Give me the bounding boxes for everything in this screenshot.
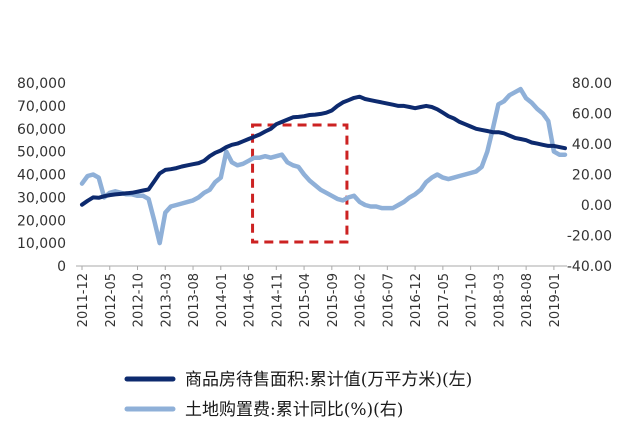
right-tick-label: -20.00 [567, 229, 612, 245]
x-tick-label: 2014-06 [243, 273, 258, 327]
series-lines [79, 86, 568, 246]
right-tick-label: 60.00 [572, 107, 612, 123]
x-tick-label: 2015-09 [326, 273, 341, 327]
x-tick-label: 2013-08 [187, 273, 202, 327]
left-tick-label: 20,000 [17, 213, 66, 229]
right-tick-label: 20.00 [572, 168, 612, 184]
right-tick-label: 0.00 [581, 198, 612, 214]
x-tick-label: 2016-12 [409, 273, 424, 327]
left-tick-label: 40,000 [17, 168, 66, 184]
x-tick-label: 2017-10 [465, 273, 480, 327]
legend: 商品房待售面积:累计值(万平方米)(左) 土地购置费:累计同比(%)(右) [124, 370, 472, 420]
x-tick-label: 2019-01 [548, 273, 563, 327]
left-tick-label: 30,000 [17, 190, 66, 206]
left-tick-label: 0 [57, 259, 66, 275]
x-tick-label: 2016-07 [381, 273, 396, 327]
x-tick-label: 2014-11 [270, 273, 285, 327]
right-tick-label: 80.00 [572, 76, 612, 92]
left-tick-label: 80,000 [17, 76, 66, 92]
right-tick-label: 40.00 [572, 137, 612, 153]
x-axis: 2011-12 2012-05 2012-10 2013-03 2013-08 2014-… [76, 266, 563, 327]
x-tick-label: 2013-03 [159, 273, 174, 327]
x-tick-label: 2012-10 [132, 273, 147, 327]
legend-label-series-1: 商品房待售面积:累计值(万平方米)(左) [185, 370, 472, 390]
x-tick-label: 2018-03 [492, 273, 507, 327]
left-tick-label: 60,000 [17, 122, 66, 138]
left-tick-label: 50,000 [17, 145, 66, 161]
series-line-inventory [80, 94, 567, 207]
x-tick-label: 2012-05 [104, 273, 119, 327]
right-axis: -40.00 -20.00 0.00 20.00 40.00 60.00 80.00 [567, 76, 612, 275]
x-tick-label: 2015-04 [298, 273, 313, 327]
legend-label-series-2: 土地购置费:累计同比(%)(右) [185, 400, 403, 420]
right-tick-label: -40.00 [567, 259, 612, 275]
x-tick-label: 2014-01 [215, 273, 230, 327]
x-tick-label: 2017-05 [437, 273, 452, 327]
x-tick-label: 2011-12 [76, 273, 91, 327]
left-tick-label: 70,000 [17, 99, 66, 115]
left-axis: 0 10,000 20,000 30,000 40,000 50,000 60,000 70,… [17, 76, 66, 275]
annotation-dashed-rectangle [251, 123, 349, 244]
x-tick-label: 2018-08 [520, 273, 535, 327]
x-tick-label: 2016-02 [354, 273, 369, 327]
left-tick-label: 10,000 [17, 236, 66, 252]
series-line-land-cost [79, 86, 568, 246]
annotation-box [251, 123, 349, 244]
